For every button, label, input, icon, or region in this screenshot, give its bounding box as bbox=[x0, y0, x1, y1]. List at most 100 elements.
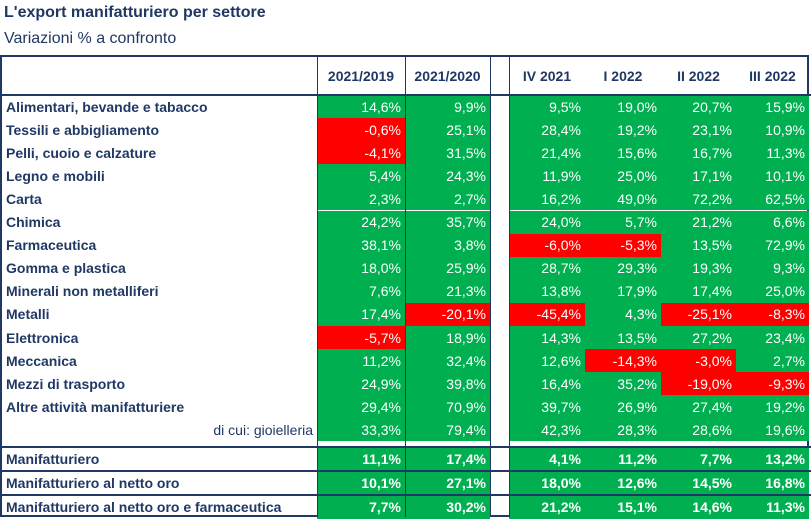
table-cell: 19,3% bbox=[661, 256, 736, 280]
column-divider bbox=[405, 57, 406, 517]
table-cell: -4,1% bbox=[317, 141, 405, 165]
table-cell: 35,2% bbox=[585, 372, 661, 396]
table-cell: -3,0% bbox=[661, 349, 736, 373]
table-cell: 7,6% bbox=[317, 279, 405, 303]
summary-cell: 14,5% bbox=[661, 471, 736, 495]
table-cell: 26,9% bbox=[585, 395, 661, 419]
table-cell: 21,4% bbox=[509, 141, 585, 165]
summary-cell: 7,7% bbox=[661, 447, 736, 471]
table-cell: 28,4% bbox=[509, 118, 585, 142]
table-cell: 25,9% bbox=[405, 256, 490, 280]
row-divider bbox=[2, 470, 811, 472]
table-cell: 16,2% bbox=[509, 187, 585, 211]
summary-cell: 21,2% bbox=[509, 495, 585, 519]
summary-cell: 27,1% bbox=[405, 471, 490, 495]
row-label: Elettronica bbox=[6, 329, 79, 346]
table-cell: 6,6% bbox=[736, 210, 809, 234]
row-label: Tessili e abbigliamento bbox=[6, 121, 160, 138]
table-cell: 27,2% bbox=[661, 326, 736, 350]
table-cell: -5,7% bbox=[317, 326, 405, 350]
table-cell: 19,6% bbox=[736, 418, 809, 442]
table-cell: 23,4% bbox=[736, 326, 809, 350]
table-cell: 13,8% bbox=[509, 279, 585, 303]
table-cell: 5,4% bbox=[317, 164, 405, 188]
row-label: Legno e mobili bbox=[6, 167, 105, 184]
row-label: Carta bbox=[6, 190, 42, 207]
row-divider bbox=[2, 446, 811, 448]
table-cell: 29,4% bbox=[317, 395, 405, 419]
table-subtitle: Variazioni % a confronto bbox=[4, 30, 177, 47]
table-cell: 33,3% bbox=[317, 418, 405, 442]
table-cell: -9,3% bbox=[736, 372, 809, 396]
table-cell: 3,8% bbox=[405, 233, 490, 257]
summary-row-label: Manifatturiero al netto oro e farmaceuti… bbox=[6, 499, 282, 516]
table-cell: 28,3% bbox=[585, 418, 661, 442]
table-cell: 18,0% bbox=[317, 256, 405, 280]
table-cell: 39,7% bbox=[509, 395, 585, 419]
table-cell: 24,0% bbox=[509, 210, 585, 234]
table-cell: 9,9% bbox=[405, 95, 490, 119]
table-cell: 42,3% bbox=[509, 418, 585, 442]
summary-cell: 11,3% bbox=[736, 495, 809, 519]
column-header: II 2022 bbox=[677, 67, 720, 84]
table-cell: 15,9% bbox=[736, 95, 809, 119]
column-header: 2021/2020 bbox=[414, 67, 481, 84]
summary-cell: 30,2% bbox=[405, 495, 490, 519]
summary-cell: 14,6% bbox=[661, 495, 736, 519]
summary-cell: 16,8% bbox=[736, 471, 809, 495]
row-label: Minerali non metalliferi bbox=[6, 283, 159, 300]
column-header: I 2022 bbox=[603, 67, 643, 84]
table-cell: 25,1% bbox=[405, 118, 490, 142]
table-cell: 11,9% bbox=[509, 164, 585, 188]
table-cell: 31,5% bbox=[405, 141, 490, 165]
table-cell: 2,7% bbox=[736, 349, 809, 373]
row-label: Farmaceutica bbox=[6, 237, 97, 254]
row-label: Chimica bbox=[6, 214, 61, 231]
table-cell: 72,9% bbox=[736, 233, 809, 257]
row-label: Alimentari, bevande e tabacco bbox=[6, 98, 208, 115]
table-cell: 49,0% bbox=[585, 187, 661, 211]
table-cell: 19,0% bbox=[585, 95, 661, 119]
table-cell: 27,4% bbox=[661, 395, 736, 419]
row-divider bbox=[2, 494, 811, 496]
summary-cell: 18,0% bbox=[509, 471, 585, 495]
table-cell: 13,5% bbox=[585, 326, 661, 350]
table-cell: 17,4% bbox=[317, 302, 405, 326]
table-cell: 12,6% bbox=[509, 349, 585, 373]
table-cell: 70,9% bbox=[405, 395, 490, 419]
table-cell: 9,3% bbox=[736, 256, 809, 280]
summary-cell: 15,1% bbox=[585, 495, 661, 519]
column-divider bbox=[490, 57, 491, 517]
table-cell: 2,3% bbox=[317, 187, 405, 211]
column-header: IV 2021 bbox=[522, 67, 572, 84]
table-cell: -19,0% bbox=[661, 372, 736, 396]
table-cell: 23,1% bbox=[661, 118, 736, 142]
table-cell: 14,6% bbox=[317, 95, 405, 119]
row-divider bbox=[2, 94, 811, 96]
column-divider bbox=[509, 57, 510, 517]
summary-cell: 7,7% bbox=[317, 495, 405, 519]
table-cell: 38,1% bbox=[317, 233, 405, 257]
row-label: Metalli bbox=[6, 306, 50, 323]
table-cell: 5,7% bbox=[585, 210, 661, 234]
table-cell: 28,6% bbox=[661, 418, 736, 442]
table-cell: 2,7% bbox=[405, 187, 490, 211]
table-cell: 72,2% bbox=[661, 187, 736, 211]
column-header: 2021/2019 bbox=[327, 67, 395, 84]
table-cell: 25,0% bbox=[736, 279, 809, 303]
table-cell: -20,1% bbox=[405, 302, 490, 326]
table-cell: 21,3% bbox=[405, 279, 490, 303]
summary-cell: 13,2% bbox=[736, 447, 809, 471]
table-cell: -5,3% bbox=[585, 233, 661, 257]
table-title: L'export manifatturiero per settore bbox=[4, 4, 266, 21]
table-cell: 16,4% bbox=[509, 372, 585, 396]
row-label: Pelli, cuoio e calzature bbox=[6, 144, 157, 161]
row-label: Gomma e plastica bbox=[6, 260, 126, 277]
summary-row-label: Manifatturiero bbox=[6, 450, 100, 467]
table-cell: 17,1% bbox=[661, 164, 736, 188]
table-cell: 11,3% bbox=[736, 141, 809, 165]
table-cell: 16,7% bbox=[661, 141, 736, 165]
table-cell: 20,7% bbox=[661, 95, 736, 119]
row-label: Altre attività manifatturiere bbox=[6, 398, 185, 415]
table-cell: -8,3% bbox=[736, 302, 809, 326]
